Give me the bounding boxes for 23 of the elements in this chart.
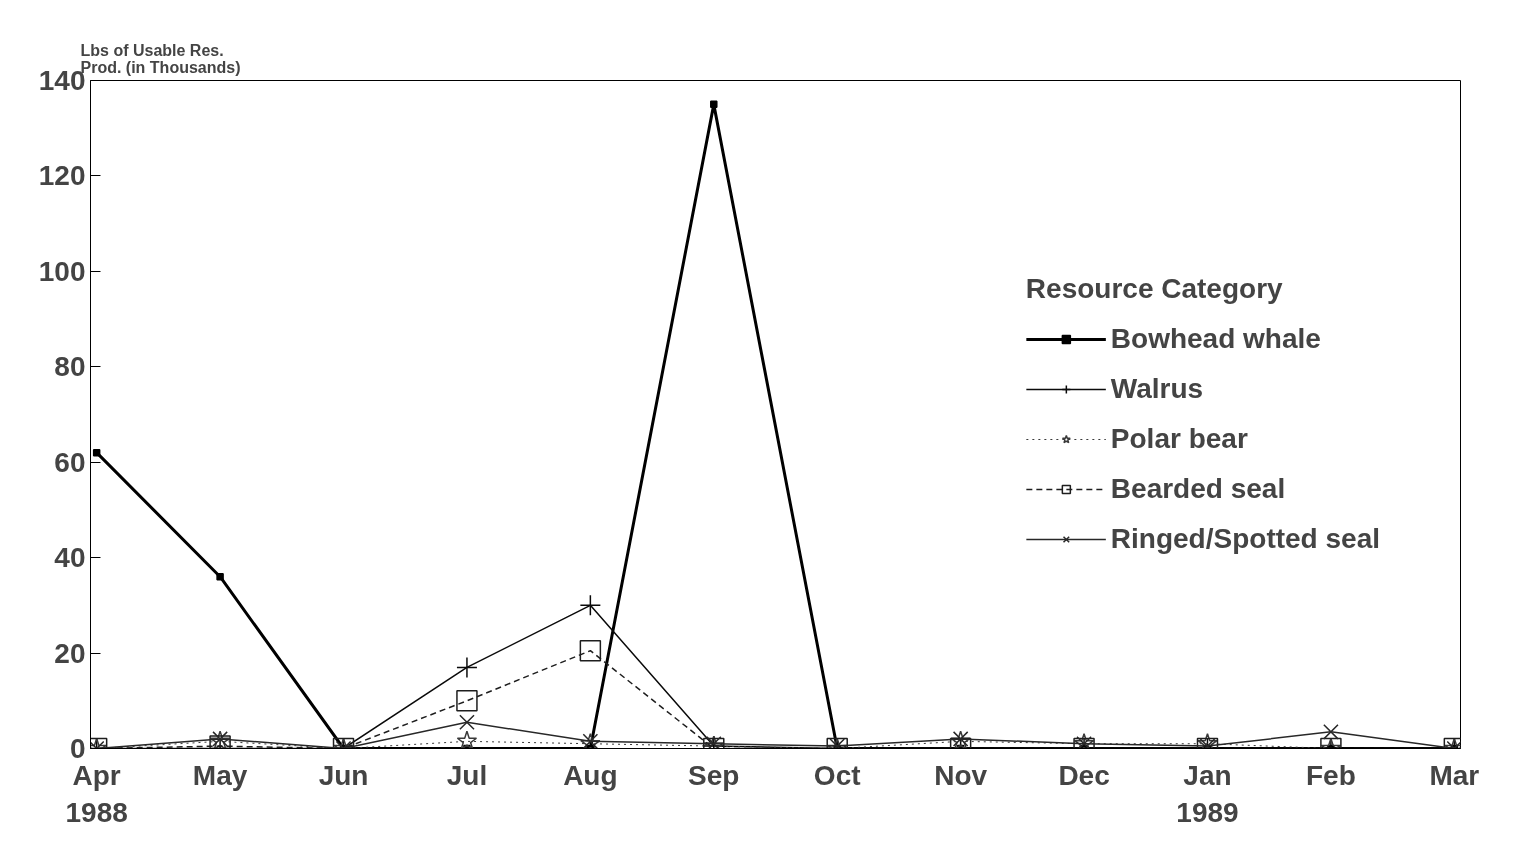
y-tick-label: 100 [38,255,86,287]
x-tick-label: Mar [1429,759,1480,791]
x-tick-label: Jun [318,759,369,791]
y-tick-label: 60 [54,446,86,478]
legend-label: Bowhead whale [1110,323,1321,355]
x-tick-label: Feb [1306,759,1356,791]
x-tick-label: Jul [446,759,488,791]
x-tick-label: Sep [688,759,740,791]
y-tick-label: 80 [54,351,86,383]
x-tick-label: Nov [934,759,988,791]
legend-title: Resource Category [1025,273,1284,305]
y-tick-label: 40 [54,542,86,574]
legend-label: Ringed/Spotted seal [1110,523,1380,555]
x-tick-label: May [192,759,248,791]
legend-label: Polar bear [1110,423,1248,455]
y-tick-label: 20 [54,637,86,669]
legend-label: Walrus [1110,373,1204,405]
y-tick-label: 120 [38,160,86,192]
x-tick-label: Aug [563,759,618,791]
x-tick-label: Dec [1058,759,1110,791]
x-tick-label: Oct [813,759,861,791]
legend-label: Bearded seal [1110,473,1286,505]
x-tick-label: Jan 1989 [1176,759,1239,828]
